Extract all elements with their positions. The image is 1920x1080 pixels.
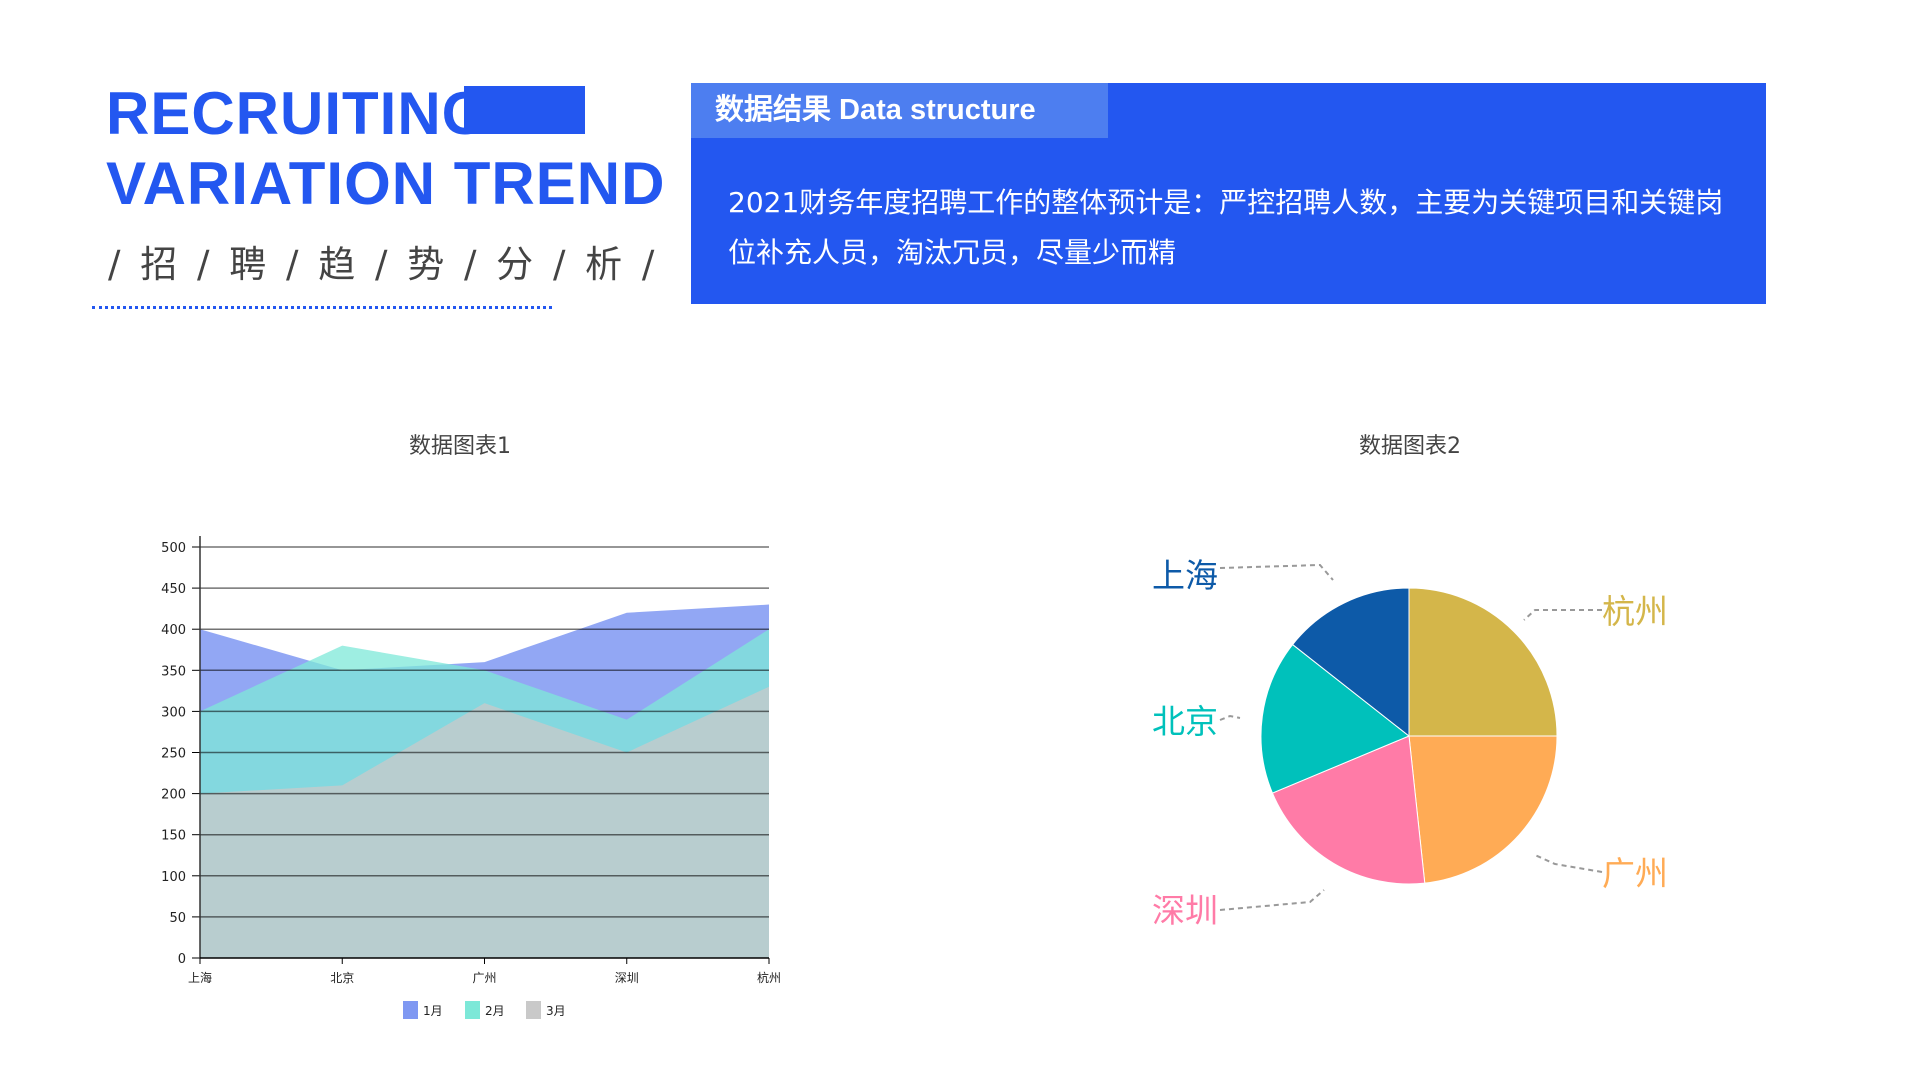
pie-leader-line [1523, 609, 1602, 621]
pie-leader-line [1219, 714, 1241, 721]
y-tick-label: 150 [161, 829, 186, 844]
x-tick-label: 杭州 [757, 970, 781, 985]
y-tick-label: 250 [161, 747, 186, 762]
pie-label: 广州 [1602, 854, 1668, 893]
area-series-3 [200, 686, 769, 958]
pie-label: 北京 [1152, 702, 1218, 741]
subtitle: / 招 / 聘 / 趋 / 势 / 分 / 析 / [108, 243, 659, 286]
pie-label: 杭州 [1602, 592, 1668, 631]
y-tick-label: 100 [161, 870, 186, 885]
legend-swatch [465, 1001, 480, 1019]
y-tick-label: 350 [161, 664, 186, 679]
x-tick-label: 北京 [330, 971, 354, 985]
chart1-title: 数据图表1 [409, 434, 511, 459]
y-tick-label: 500 [161, 541, 186, 556]
pie-slice-1 [1408, 587, 1558, 737]
legend-label: 1月 [423, 1004, 443, 1018]
pie-slice-2 [1408, 735, 1558, 884]
y-tick-label: 450 [161, 582, 186, 597]
result-tab: 数据结果 Data structure [691, 83, 1108, 138]
y-tick-label: 0 [178, 952, 186, 967]
title-line-2: VARIATION TREND [106, 150, 666, 217]
title-accent-bar [464, 86, 585, 134]
y-tick-label: 300 [161, 705, 186, 720]
legend-swatch [526, 1001, 541, 1019]
x-tick-label: 广州 [472, 971, 496, 985]
pie-slice-3 [1271, 735, 1426, 885]
result-box: 数据结果 Data structure 2021财务年度招聘工作的整体预计是：严… [691, 83, 1766, 304]
x-tick-label: 深圳 [615, 971, 639, 985]
chart2-title: 数据图表2 [1359, 434, 1461, 459]
dotted-divider [92, 306, 552, 309]
y-tick-label: 50 [169, 911, 186, 926]
pie-slice-5 [1291, 587, 1410, 738]
pie-slice-4 [1260, 643, 1410, 794]
pie-leader-line [1534, 854, 1603, 873]
legend-label: 2月 [485, 1004, 505, 1018]
pie-leader-line [1219, 563, 1334, 581]
pie-label: 深圳 [1152, 891, 1218, 930]
y-tick-label: 400 [161, 623, 186, 638]
legend-swatch [403, 1001, 418, 1019]
result-description: 2021财务年度招聘工作的整体预计是：严控招聘人数，主要为关键项目和关键岗位补充… [728, 186, 1724, 269]
title-line-1: RECRUITING [106, 80, 490, 147]
pie-leader-line [1219, 889, 1325, 911]
legend-label: 3月 [546, 1004, 566, 1018]
pie-label: 上海 [1152, 556, 1218, 595]
y-tick-label: 200 [161, 788, 186, 803]
x-tick-label: 上海 [188, 970, 212, 985]
